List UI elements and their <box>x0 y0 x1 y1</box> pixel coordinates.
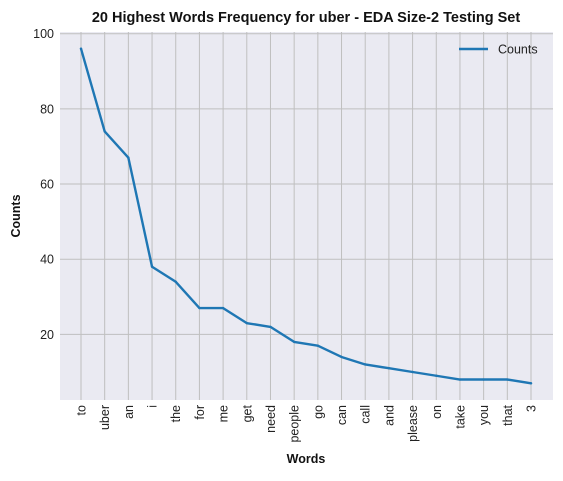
x-tick-label: to <box>75 405 89 415</box>
data-point-an <box>127 156 130 159</box>
data-point-get <box>245 321 248 325</box>
data-point-take <box>458 378 462 381</box>
data-point-people <box>292 340 296 344</box>
data-point-you <box>482 378 485 381</box>
y-tick-label: 60 <box>40 178 54 192</box>
data-point-go <box>316 344 320 347</box>
data-point-me <box>221 306 225 310</box>
x-tick-label: 3 <box>525 405 539 412</box>
x-tick-label: can <box>335 405 349 425</box>
x-tick-label: uber <box>98 405 112 430</box>
data-point-on <box>435 374 438 377</box>
x-tick-label: take <box>453 405 467 429</box>
x-tick-label: that <box>501 404 515 425</box>
data-point-call <box>364 363 367 366</box>
x-tick-labels: to uber an i the for me get need people go can call a… <box>75 404 539 442</box>
x-axis-label: Words <box>287 452 326 466</box>
x-tick-label: i <box>146 405 160 408</box>
data-point-i <box>150 265 154 268</box>
y-grid <box>60 33 553 335</box>
y-tick-label: 40 <box>40 253 54 267</box>
x-tick-label: you <box>477 405 491 425</box>
x-tick-label: on <box>430 405 444 419</box>
data-point-need <box>269 325 272 329</box>
series-line-counts <box>79 47 533 385</box>
x-tick-label: people <box>288 405 302 443</box>
series-points <box>79 47 533 385</box>
data-point-can <box>340 355 343 359</box>
x-tick-label: get <box>240 404 254 422</box>
data-point-for <box>198 306 201 310</box>
y-tick-labels: 20 40 60 80 100 <box>33 27 54 342</box>
x-grid <box>80 32 532 400</box>
data-point-uber <box>103 130 106 133</box>
data-point-please <box>411 370 414 374</box>
y-tick-label: 80 <box>40 102 54 116</box>
legend-label-counts: Counts <box>498 43 538 57</box>
chart-title: 20 Highest Words Frequency for uber - ED… <box>92 10 521 26</box>
y-tick-label: 20 <box>40 328 54 342</box>
y-axis-label: Counts <box>9 194 23 237</box>
x-tick-label: for <box>193 405 207 420</box>
x-tick-label: call <box>359 405 373 424</box>
data-point-that <box>506 378 509 381</box>
x-tick-label: the <box>169 405 183 422</box>
x-tick-label: go <box>311 405 325 419</box>
data-point-the <box>174 280 177 283</box>
data-point-and <box>387 367 391 370</box>
x-tick-label: please <box>406 405 420 442</box>
legend: Counts <box>459 43 538 57</box>
x-tick-label: need <box>264 405 278 433</box>
x-tick-label: an <box>122 405 136 419</box>
data-point-to <box>79 47 83 50</box>
data-point-3 <box>529 382 533 385</box>
x-tick-label: and <box>382 405 396 426</box>
x-tick-label: me <box>217 405 231 422</box>
y-tick-label: 100 <box>33 27 54 41</box>
